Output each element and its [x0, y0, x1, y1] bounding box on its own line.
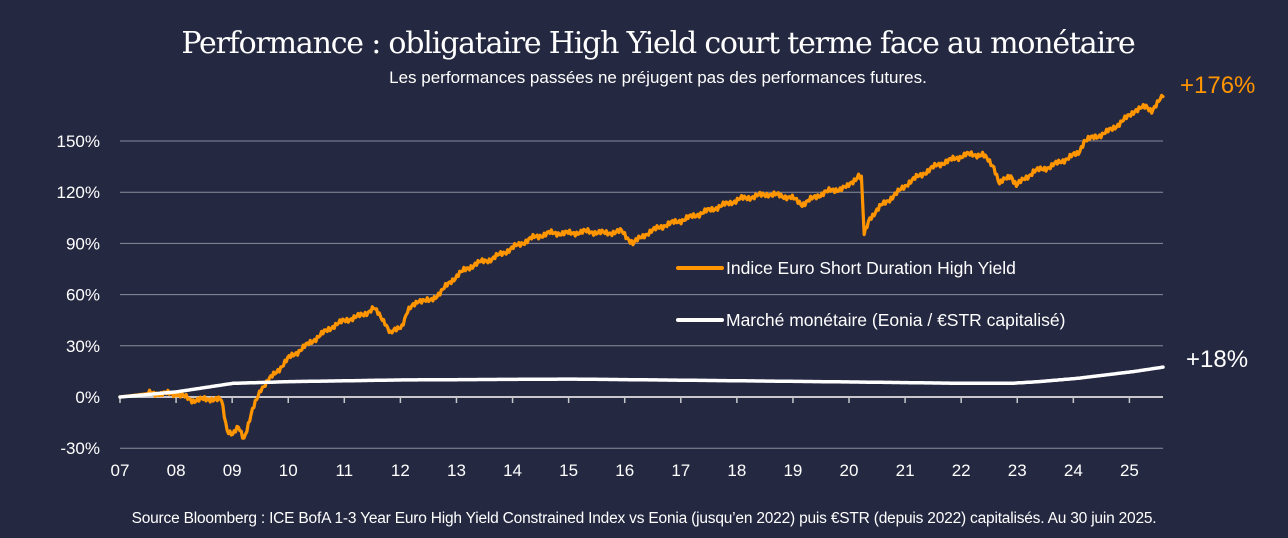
series-line-high-yield — [118, 93, 1165, 440]
x-tick-label: 16 — [615, 461, 634, 480]
y-tick-label: 0% — [75, 388, 100, 407]
x-tick-label: 18 — [727, 461, 746, 480]
legend-label: Indice Euro Short Duration High Yield — [726, 258, 1016, 278]
y-tick-label: 60% — [66, 286, 100, 305]
x-tick-label: 09 — [223, 461, 242, 480]
series-line-money-market — [118, 365, 1165, 399]
legend-label: Marché monétaire (Eonia / €STR capitalis… — [726, 310, 1065, 330]
x-tick-label: 20 — [840, 461, 859, 480]
x-tick-label: 07 — [111, 461, 130, 480]
x-tick-label: 10 — [279, 461, 298, 480]
chart-title: Performance : obligataire High Yield cou… — [181, 26, 1135, 61]
source-note: Source Bloomberg : ICE BofA 1-3 Year Eur… — [131, 510, 1157, 527]
x-tick-label: 13 — [447, 461, 466, 480]
x-tick-label: 12 — [391, 461, 410, 480]
y-tick-label: 90% — [66, 234, 100, 253]
x-tick-label: 23 — [1008, 461, 1027, 480]
x-tick-label: 24 — [1064, 461, 1083, 480]
x-tick-label: 15 — [559, 461, 578, 480]
x-tick-label: 08 — [167, 461, 186, 480]
x-tick-label: 22 — [952, 461, 971, 480]
y-tick-label: 150% — [57, 132, 100, 151]
x-tick-label: 21 — [896, 461, 915, 480]
y-tick-label: -30% — [60, 439, 100, 458]
x-tick-label: 25 — [1120, 461, 1139, 480]
x-tick-label: 19 — [783, 461, 802, 480]
y-tick-label: 30% — [66, 337, 100, 356]
chart-subtitle: Les performances passées ne préjugent pa… — [389, 68, 927, 87]
end-label-high-yield: +176% — [1180, 72, 1255, 99]
x-tick-label: 14 — [503, 461, 522, 480]
end-label-money-market: +18% — [1186, 346, 1248, 373]
y-tick-label: 120% — [57, 183, 100, 202]
x-tick-label: 17 — [671, 461, 690, 480]
x-tick-label: 11 — [335, 461, 353, 480]
